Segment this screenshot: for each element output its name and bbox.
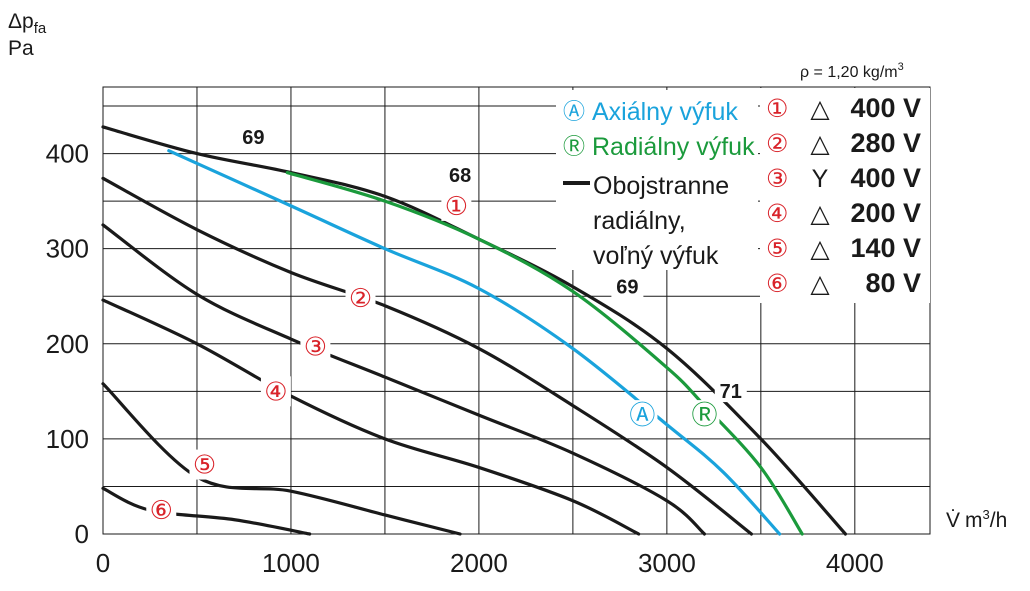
curve-marker-bg [689,400,720,431]
speed-legend-connection: △ [810,200,830,228]
speed-legend-symbol: ④ [766,200,788,228]
speed-legend-symbol: ⑥ [766,270,788,298]
speed-legend-symbol: ② [766,130,788,158]
speed-legend-connection: △ [810,95,830,123]
speed-legend-voltage: 400 V [850,93,921,123]
speed-legend-connection: Y [812,165,829,193]
curve-marker: ① [445,191,468,221]
speed-legend-symbol: ① [766,95,788,123]
curve-marker: ⑤ [193,450,216,480]
curves [101,125,848,536]
speed-legend-connection: △ [810,235,830,263]
curve-marker: ② [349,283,372,313]
curve-marker: ④ [264,376,287,406]
speed-legend-voltage: 200 V [850,198,921,228]
annotation-label: 71 [720,381,742,403]
curve-marker-bg [627,400,658,431]
speed-legend: ① △ 400 V ② △ 280 V ③ Y 400 V ④ △ 200 V ⑤ △ 140 V ⑥ △ 80 … [760,88,930,303]
annotation-bg [714,378,747,403]
speed-legend-voltage: 280 V [850,128,921,158]
curve-4 [101,298,641,536]
density-note: ρ = 1,20 kg/m3 [800,61,904,81]
annotation-bg [444,162,477,187]
x-tick-label: 2000 [450,548,508,578]
curve-5 [101,382,462,536]
annotation-label: 69 [616,276,638,298]
curve-marker: ③ [304,332,327,362]
annotation-bg [611,273,644,298]
y-tick-label: 300 [46,234,89,264]
y-tick-label: 400 [46,139,89,169]
annotation-label: 68 [449,165,471,187]
x-tick-label: 1000 [262,548,320,578]
legend-radial-symbol: Ⓡ [563,134,585,159]
curve-radial [285,170,804,536]
annotations: 69 68 69 71 [237,124,747,403]
speed-legend-voltage: 140 V [850,233,921,263]
speed-legend-symbol: ③ [766,165,788,193]
annotation-bg [237,124,270,149]
legend-radial-label: Radiálny výfuk [592,133,755,161]
curve-marker: ⑥ [150,495,173,525]
curve-6 [101,486,312,536]
speed-legend-connection: △ [810,270,830,298]
grid [102,86,931,535]
y-axis-label: Δpfa [8,10,47,37]
curve-marker: Ⓡ [691,400,717,430]
speed-legend-voltage: 400 V [850,163,921,193]
speed-legend-voltage: 80 V [865,268,921,298]
annotation-label: 69 [242,127,264,149]
x-tick-label: 4000 [826,548,884,578]
curve-marker: Ⓐ [629,400,655,430]
legend-black-label-2: radiálny, [593,207,686,235]
curve-marker-bg [260,376,291,407]
legend-black-label-3: voľný výfuk [593,242,719,270]
y-tick-label: 100 [46,424,89,454]
curve-marker-bg [441,190,472,221]
type-legend: Ⓐ Axiálny výfuk Ⓡ Radiálny výfuk Obojstr… [556,90,758,270]
curve-marker-bg [345,283,376,314]
curve-markers: ① ②③④ ⑤⑥ Ⓐ Ⓡ [146,190,720,526]
y-tick-label: 200 [46,329,89,359]
legend-black-label-1: Obojstranne [593,172,729,200]
y-tick-label: 0 [75,519,89,549]
speed-legend-symbol: ⑤ [766,235,788,263]
x-tick-label: 0 [96,548,110,578]
tick-labels: 0 1000 2000 3000 4000 0 100 200 300 400 [46,139,884,578]
legend-axial-label: Axiálny výfuk [592,98,738,126]
x-axis-label: V̇ m3/h [946,507,1007,532]
curve-axial [167,149,782,536]
speed-legend-connection: △ [810,130,830,158]
curve-marker-bg [189,449,220,480]
curve-2 [101,176,754,536]
curve-marker-bg [146,495,177,526]
y-axis-unit: Pa [8,37,34,60]
x-tick-label: 3000 [638,548,696,578]
curve-marker-bg [300,331,331,362]
legend-axial-symbol: Ⓐ [563,99,585,124]
curve-3 [101,223,707,536]
